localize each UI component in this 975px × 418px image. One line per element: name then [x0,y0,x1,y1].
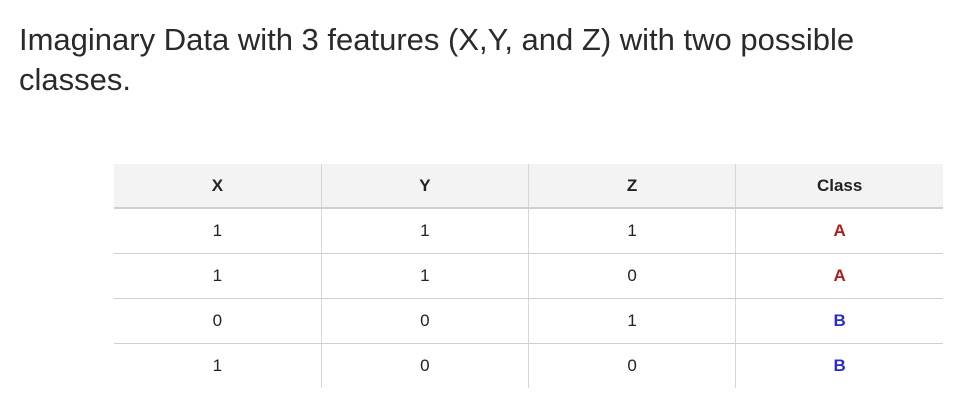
cell-x: 0 [114,298,322,344]
cell-y: 1 [320,208,529,254]
table-row: 1 0 0 B [114,343,943,388]
slide-title: Imaginary Data with 3 features (X,Y, and… [19,22,855,97]
column-header-y: Y [320,164,529,209]
table-body: 1 1 1 A 1 1 0 A 0 0 1 B 1 0 0 B [114,208,943,388]
cell-class: B [735,298,943,344]
table-row: 1 1 1 A [114,208,943,254]
table-row: 1 1 0 A [114,253,943,299]
cell-y: 0 [320,343,529,388]
cell-x: 1 [114,208,322,254]
cell-class: B [735,343,943,388]
cell-z: 0 [527,343,736,388]
cell-z: 1 [527,208,736,254]
cell-z: 1 [527,298,736,344]
cell-z: 0 [527,253,736,299]
table-row: 0 0 1 B [114,298,943,344]
cell-x: 1 [212,355,223,375]
column-header-x: X [114,164,322,209]
cell-class: A [735,208,943,254]
data-table: X Y Z Class 1 1 1 A 1 1 0 A 0 0 1 B 1 0 … [114,164,943,388]
header-row: X Y Z Class [114,164,943,209]
cell-x: 1 [114,253,322,299]
cell-class: A [735,253,943,299]
cell-y: 0 [320,298,529,344]
column-header-class: Class [735,164,943,209]
table-header: X Y Z Class [114,164,943,209]
cell-y: 1 [320,253,529,299]
column-header-z: Z [527,164,736,209]
